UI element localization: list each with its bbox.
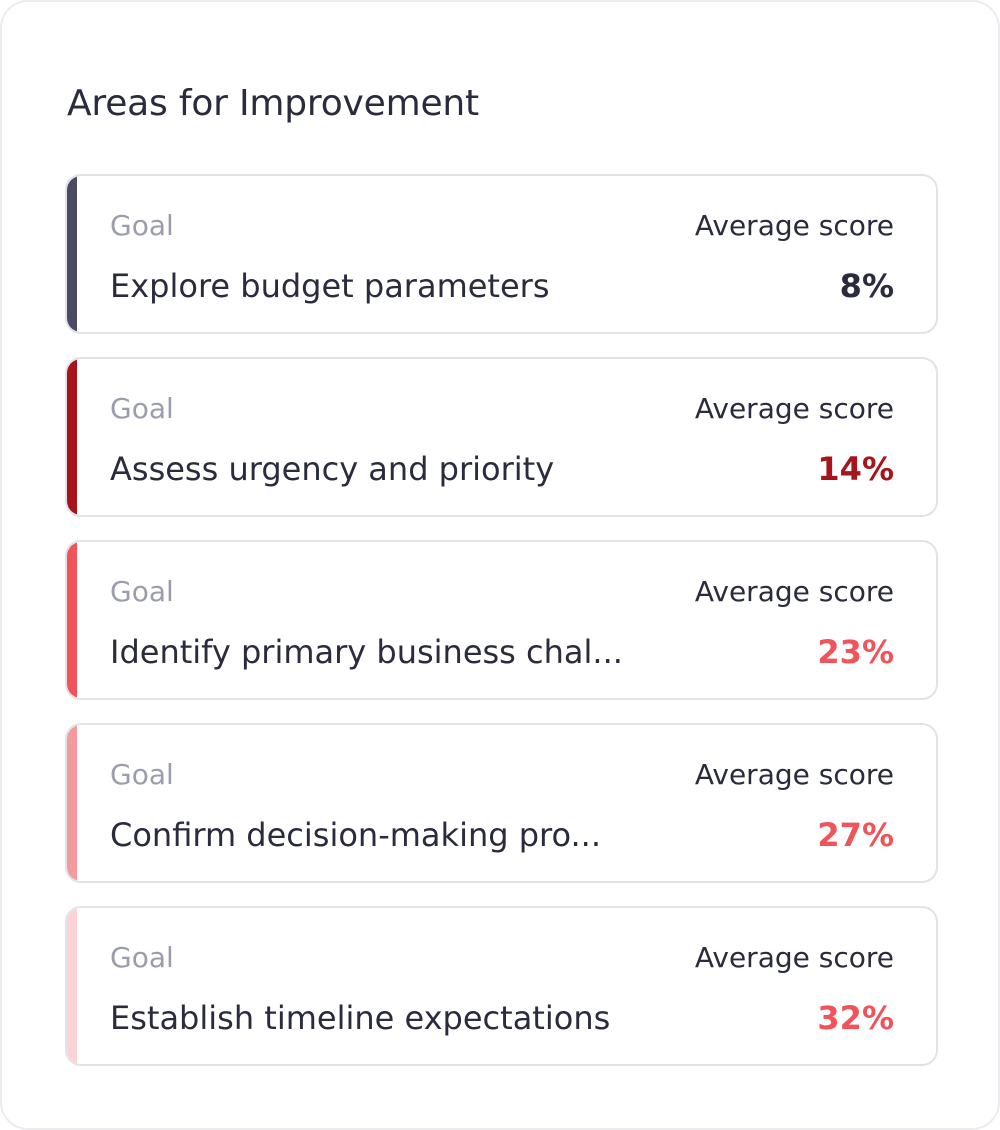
goal-accent-bar (67, 542, 77, 698)
goal-card[interactable]: Goal Assess urgency and priority Average… (65, 357, 938, 517)
average-score-value: 8% (839, 267, 894, 305)
average-score-label: Average score (694, 758, 894, 791)
panel-title: Areas for Improvement (67, 83, 479, 124)
goal-name: Identify primary business chal... (110, 633, 623, 671)
goal-card[interactable]: Goal Confirm decision-making pro... Aver… (65, 723, 938, 883)
goal-accent-bar (67, 176, 77, 332)
average-score-label: Average score (694, 575, 894, 608)
goal-name: Explore budget parameters (110, 267, 550, 305)
average-score-label: Average score (694, 392, 894, 425)
average-score-label: Average score (694, 941, 894, 974)
goal-name: Confirm decision-making pro... (110, 816, 602, 854)
goal-label: Goal (110, 941, 174, 974)
average-score-value: 14% (817, 450, 894, 488)
goal-label: Goal (110, 209, 174, 242)
average-score-value: 23% (817, 633, 894, 671)
average-score-value: 32% (817, 999, 894, 1037)
goal-list: Goal Explore budget parameters Average s… (65, 174, 938, 1089)
goal-accent-bar (67, 359, 77, 515)
goal-card[interactable]: Goal Explore budget parameters Average s… (65, 174, 938, 334)
goal-label: Goal (110, 392, 174, 425)
goal-name: Assess urgency and priority (110, 450, 555, 488)
goal-accent-bar (67, 908, 77, 1064)
average-score-label: Average score (694, 209, 894, 242)
average-score-value: 27% (817, 816, 894, 854)
goal-card[interactable]: Goal Establish timeline expectations Ave… (65, 906, 938, 1066)
goal-accent-bar (67, 725, 77, 881)
goal-label: Goal (110, 758, 174, 791)
goal-label: Goal (110, 575, 174, 608)
goal-name: Establish timeline expectations (110, 999, 611, 1037)
goal-card[interactable]: Goal Identify primary business chal... A… (65, 540, 938, 700)
